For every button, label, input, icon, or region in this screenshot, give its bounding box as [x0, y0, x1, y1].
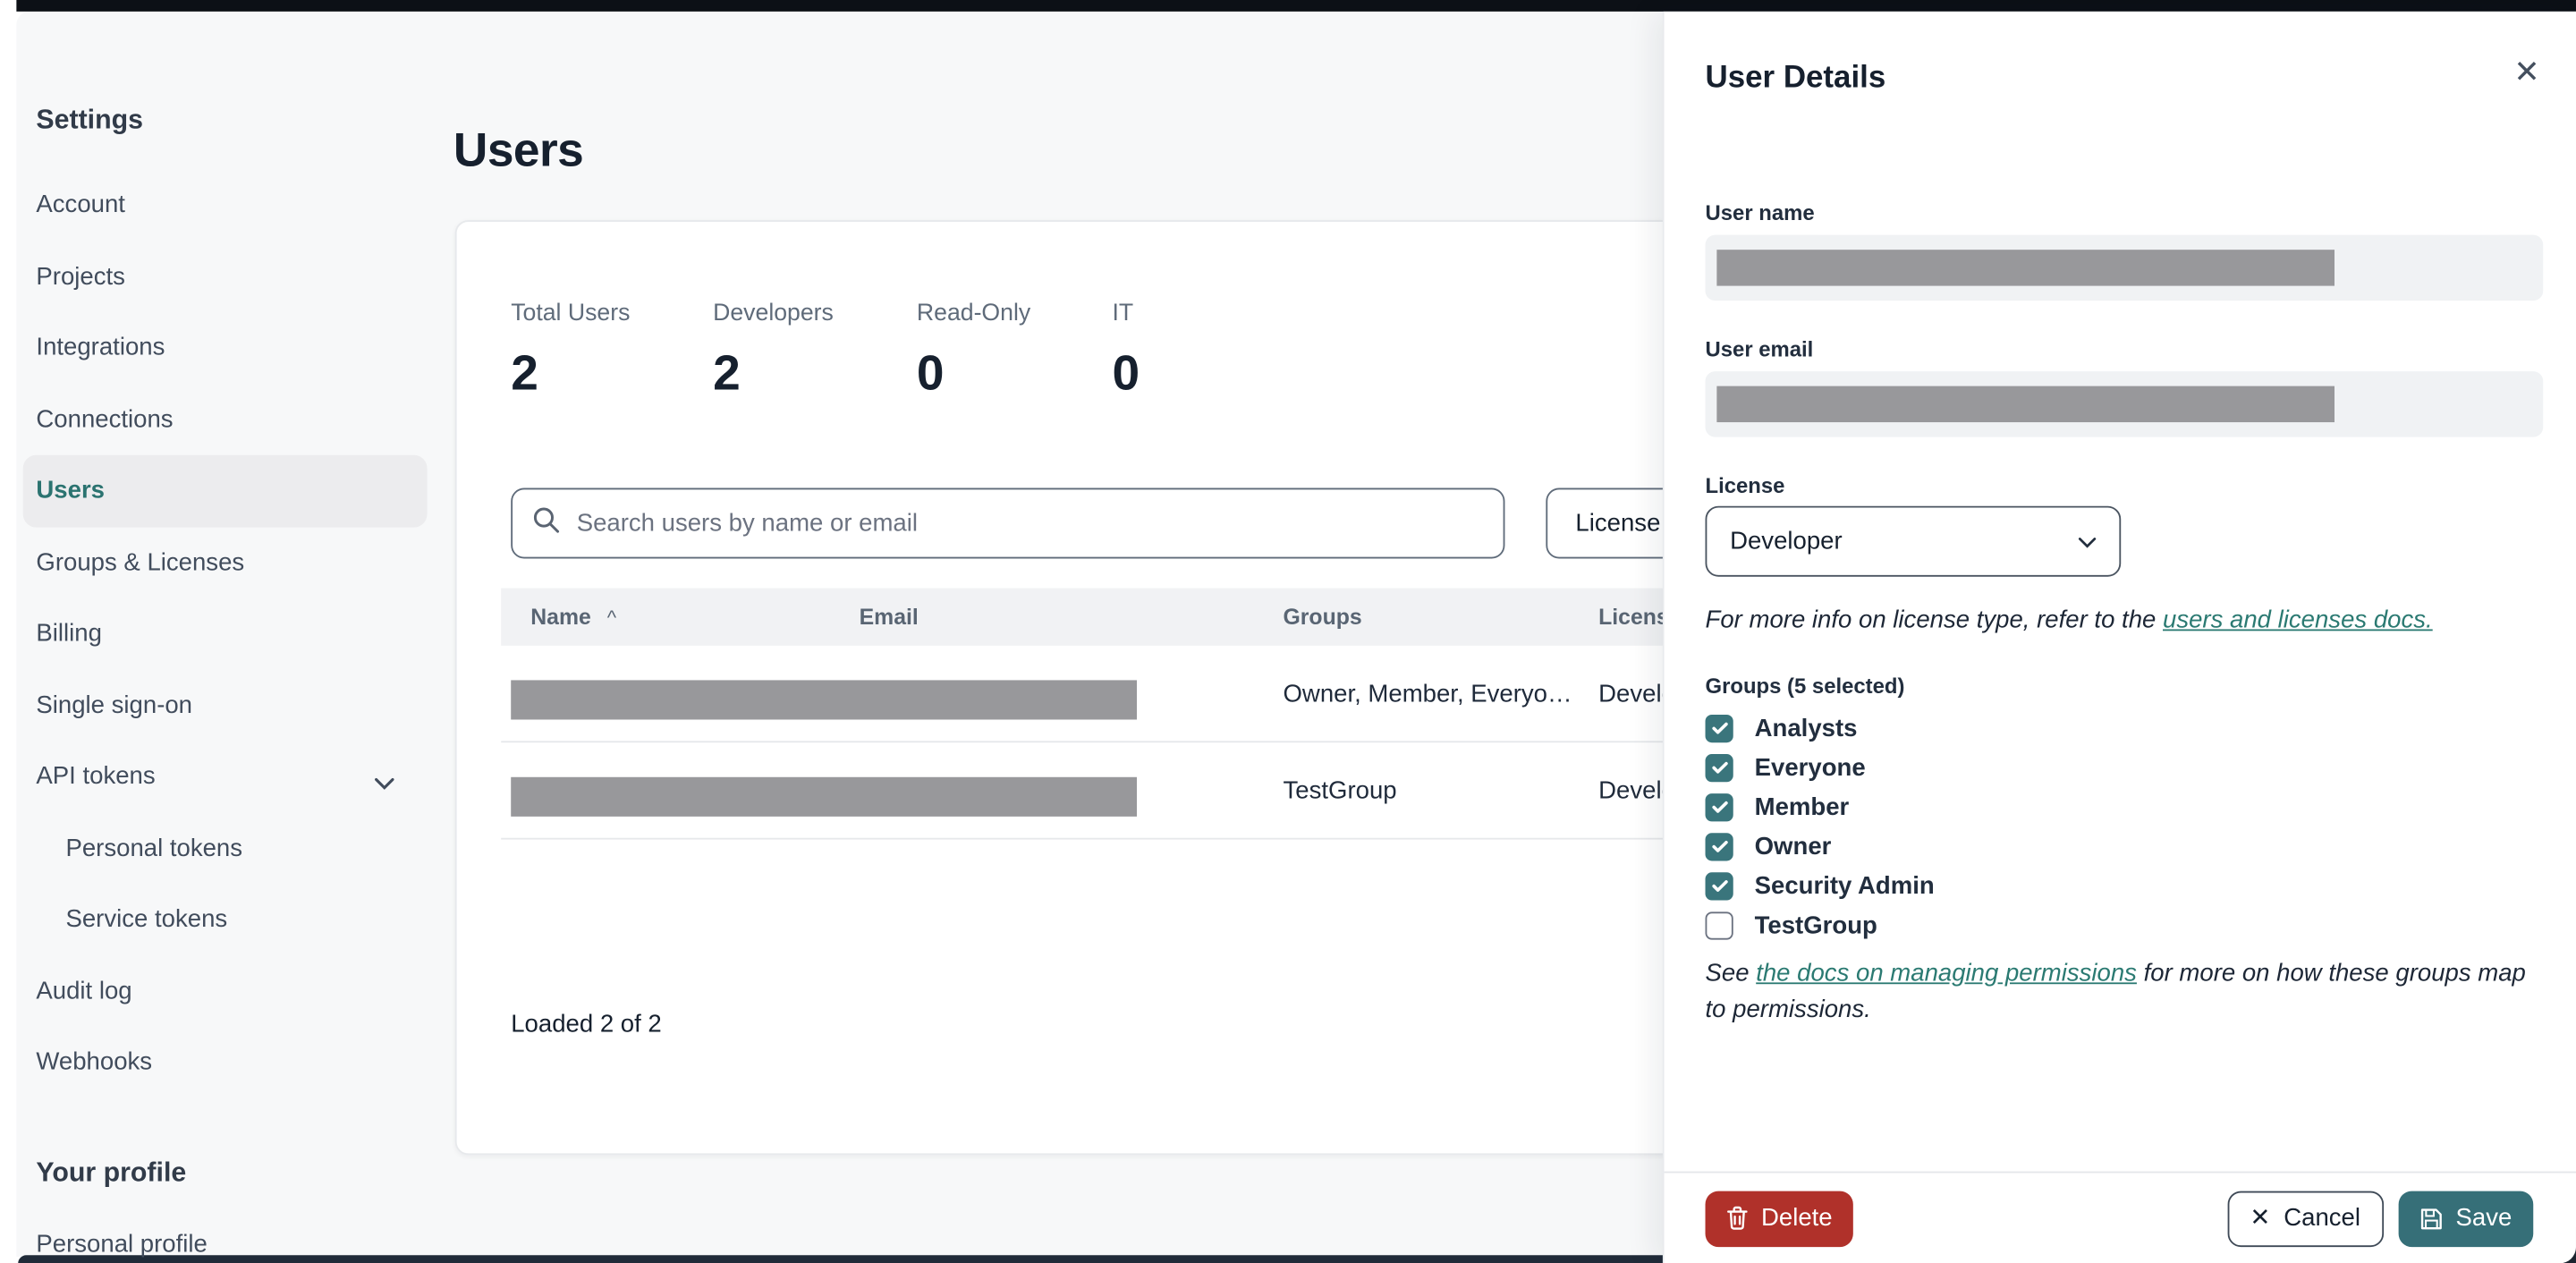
group-checkbox-row[interactable]: TestGroup	[1705, 905, 1877, 945]
save-button[interactable]: Save	[2398, 1190, 2534, 1247]
bottom-chrome-bar	[18, 1255, 1678, 1263]
groups-cell: TestGroup	[1283, 776, 1397, 805]
sidebar-item-billing[interactable]: Billing	[36, 619, 102, 648]
search-placeholder: Search users by name or email	[576, 509, 918, 538]
search-icon	[532, 505, 560, 541]
sidebar-item-webhooks[interactable]: Webhooks	[36, 1048, 153, 1077]
top-chrome-bar	[16, 0, 2576, 12]
page-title: Users	[453, 125, 584, 179]
stat-total-users: Total Users 2	[511, 301, 631, 402]
cancel-button[interactable]: ✕ Cancel	[2226, 1190, 2384, 1247]
delete-button[interactable]: Delete	[1705, 1190, 1854, 1247]
drawer-title: User Details	[1705, 60, 1886, 96]
license-info-note: For more info on license type, refer to …	[1705, 606, 2433, 634]
group-checkbox-row[interactable]: Analysts	[1705, 708, 1857, 748]
sidebar-item-account[interactable]: Account	[36, 191, 125, 219]
redacted-user-name	[1716, 250, 2334, 286]
group-checkbox-row[interactable]: Owner	[1705, 826, 1831, 866]
license-label: License	[1705, 472, 1785, 498]
sidebar-item-users[interactable]: Users	[22, 454, 428, 527]
search-input[interactable]: Search users by name or email	[511, 487, 1505, 559]
chevron-down-icon	[375, 768, 394, 796]
sidebar-item-personal-tokens[interactable]: Personal tokens	[65, 834, 243, 862]
save-icon	[2419, 1207, 2443, 1230]
redacted-user-email	[1716, 386, 2334, 423]
users-licenses-docs-link[interactable]: users and licenses docs.	[2162, 606, 2433, 634]
user-email-label: User email	[1705, 336, 1814, 362]
user-stats: Total Users 2 Developers 2 Read-Only 0 I…	[511, 301, 1210, 403]
sidebar-item-connections[interactable]: Connections	[36, 405, 174, 434]
trash-icon	[1726, 1206, 1748, 1231]
stat-read-only: Read-Only 0	[916, 301, 1031, 402]
checkbox-checked-icon[interactable]	[1705, 793, 1733, 821]
sidebar-item-integrations[interactable]: Integrations	[36, 334, 165, 362]
user-name-label: User name	[1705, 200, 1815, 225]
sort-asc-icon: ^	[606, 606, 617, 630]
groups-label: Groups (5 selected)	[1705, 674, 1905, 699]
sidebar-item-audit-log[interactable]: Audit log	[36, 977, 132, 1005]
user-name-field[interactable]	[1705, 234, 2544, 301]
redacted-name-email	[511, 680, 1138, 720]
checkbox-checked-icon[interactable]	[1705, 714, 1733, 742]
drawer-footer: Delete ✕ Cancel Save	[1664, 1171, 2576, 1263]
user-email-field[interactable]	[1705, 371, 2544, 437]
groups-cell: Owner, Member, Everyo…	[1283, 679, 1572, 708]
checkbox-checked-icon[interactable]	[1705, 832, 1733, 860]
sidebar-heading-your-profile: Your profile	[36, 1157, 187, 1188]
permissions-note: See the docs on managing permissions for…	[1705, 959, 2526, 1024]
group-checkbox-row[interactable]: Security Admin	[1705, 866, 1935, 905]
sidebar-heading-settings: Settings	[36, 105, 143, 135]
sidebar-item-service-tokens[interactable]: Service tokens	[65, 905, 228, 934]
redacted-name-email	[511, 776, 1138, 817]
column-header-groups[interactable]: Groups	[1283, 604, 1362, 630]
sidebar-item-api-tokens[interactable]: API tokens	[16, 741, 460, 812]
x-icon: ✕	[2250, 1204, 2271, 1233]
user-details-drawer: User Details ✕ User name User email Lice…	[1662, 11, 2576, 1263]
column-header-email[interactable]: Email	[859, 604, 919, 630]
sidebar-item-personal-profile[interactable]: Personal profile	[36, 1230, 208, 1259]
license-select[interactable]: Developer	[1705, 505, 2122, 577]
group-checkbox-row[interactable]: Everyone	[1705, 748, 1866, 787]
close-icon[interactable]: ✕	[2513, 55, 2540, 91]
chevron-down-icon	[2078, 528, 2097, 555]
license-selected-value: Developer	[1730, 527, 1843, 555]
managing-permissions-docs-link[interactable]: the docs on managing permissions	[1756, 959, 2137, 988]
settings-sidebar: Settings Account Projects Integrations C…	[16, 12, 460, 1263]
checkbox-checked-icon[interactable]	[1705, 871, 1733, 900]
sidebar-item-projects[interactable]: Projects	[36, 262, 125, 291]
group-checkbox-row[interactable]: Member	[1705, 787, 1849, 826]
checkbox-unchecked-icon[interactable]	[1705, 911, 1733, 939]
sidebar-item-single-sign-on[interactable]: Single sign-on	[36, 691, 193, 720]
loaded-count-text: Loaded 2 of 2	[511, 1010, 662, 1038]
sidebar-item-groups-licenses[interactable]: Groups & Licenses	[36, 548, 245, 577]
column-header-name[interactable]: Name ^	[530, 604, 617, 630]
checkbox-checked-icon[interactable]	[1705, 753, 1733, 782]
stat-developers: Developers 2	[713, 301, 834, 402]
stat-it: IT 0	[1112, 301, 1140, 402]
